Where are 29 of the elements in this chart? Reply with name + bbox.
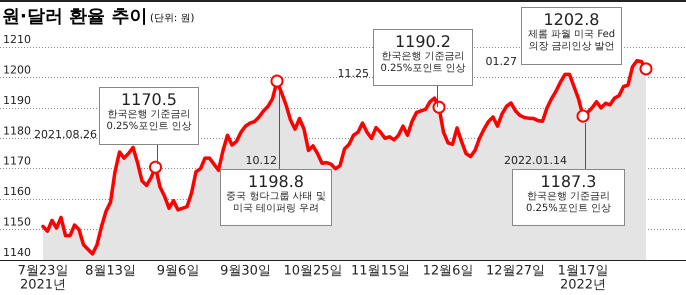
annotation: 1187.3 한국은행 기준금리 0.25%포인트 인상 — [525, 172, 612, 215]
y-tick-label: 1210 — [3, 33, 31, 46]
x-tick-label: 10월25일 — [283, 264, 343, 278]
chart-subtitle: (단위: 원) — [150, 12, 194, 25]
chart-title: 원·달러 환율 추이 — [2, 5, 148, 28]
annotation: 01.27 — [486, 55, 517, 68]
x-tick-label: 7월23일 2021년 — [18, 264, 68, 292]
y-tick-label: 1160 — [3, 185, 31, 198]
annotation: 11.25 — [338, 67, 369, 80]
y-tick-label: 1140 — [3, 246, 31, 259]
x-tick-label: 12월27일 — [486, 264, 546, 278]
y-tick-label: 1180 — [3, 124, 31, 138]
y-tick-label: 1200 — [3, 63, 31, 76]
annotation: 1170.5 한국은행 기준금리 0.25%포인트 인상 — [106, 90, 192, 133]
annotation: 1202.8 제롬 파월 미국 Fed 의장 금리인상 발언 — [526, 10, 616, 53]
annotation: 1198.8 중국 헝다그룹 사태 및 미국 테이퍼링 우려 — [225, 172, 327, 215]
annotation: 10.12 — [246, 154, 277, 167]
x-tick-label: 9월6일 — [156, 264, 200, 278]
y-tick-label: 1150 — [3, 216, 31, 229]
x-tick-label: 12월6일 — [422, 264, 474, 278]
annotation: 2021.08.26 — [34, 128, 97, 141]
x-tick-label: 8월13일 — [85, 264, 136, 278]
x-tick-label: 1월17일 2022년 — [558, 264, 608, 292]
annotation: 2022.01.14 — [504, 154, 567, 167]
annotation: 1190.2 한국은행 기준금리 0.25%포인트 인상 — [380, 32, 466, 75]
x-tick-label: 11월15일 — [350, 264, 410, 278]
x-tick-label: 9월30일 — [220, 264, 271, 278]
y-tick-label: 1170 — [3, 154, 31, 168]
y-tick-label: 1190 — [3, 94, 31, 107]
